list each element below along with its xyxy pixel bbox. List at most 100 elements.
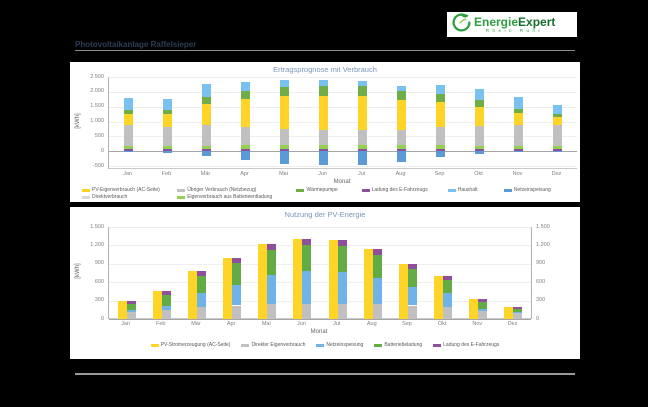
bar-segment — [163, 149, 172, 152]
usage-bar-segment — [443, 306, 453, 319]
bar-segment — [514, 108, 523, 114]
production-bar — [469, 298, 479, 319]
y-tick-label: 0 — [100, 315, 104, 322]
usage-bar-segment — [302, 303, 312, 319]
chart1-x-axis-ticks: Jan Feb Mär Apr Mai Jun Jul Aug Sep Okt Nov Dez — [108, 171, 576, 177]
page-title: Photovoltaikanlage Raffelsieper — [75, 40, 197, 49]
bar-segment — [202, 149, 211, 152]
bar-segment-negative — [397, 151, 406, 163]
leaf-swoosh-icon — [451, 12, 472, 38]
bar-segment — [358, 149, 367, 152]
production-bar — [398, 263, 408, 319]
y-tick-label: 0 — [536, 315, 540, 322]
bar-segment — [202, 124, 211, 146]
gridline — [109, 263, 531, 265]
gridline — [109, 106, 577, 108]
bar-segment — [553, 104, 562, 114]
bar-segment — [514, 149, 523, 152]
bar-segment — [358, 95, 367, 131]
legend-swatch — [316, 344, 325, 347]
bar-segment — [397, 145, 406, 150]
x-tick-label: Aug — [366, 321, 377, 327]
bar-segment — [436, 127, 445, 146]
brand-name: EnergieExpert — [474, 14, 556, 29]
usage-bar-segment — [302, 239, 312, 246]
usage-bar-segment — [232, 257, 242, 264]
chart2-x-axis-title: Monat — [310, 329, 328, 335]
legend-swatch — [433, 344, 442, 347]
legend-swatch — [503, 189, 512, 192]
bar-segment — [514, 97, 523, 109]
usage-bar-segment — [443, 279, 453, 294]
usage-bar-segment — [196, 306, 206, 319]
bar-segment-negative — [475, 151, 484, 154]
y-tick-label: 300 — [94, 297, 104, 304]
x-tick-label: Jan — [123, 171, 132, 177]
x-tick-label: Nov — [472, 321, 483, 327]
bar-segment — [436, 93, 445, 103]
y-tick-label: 1.500 — [90, 223, 104, 230]
legend-label: Direktverbrauch — [92, 193, 128, 200]
bar-segment-negative — [319, 151, 328, 166]
legend-item: Direktverbrauch — [82, 193, 172, 201]
legend-swatch — [82, 195, 90, 199]
bar-segment — [124, 145, 133, 150]
legend-label: Ladung des E-Fahrzeugs — [443, 342, 500, 348]
bar-segment-negative — [436, 151, 445, 158]
x-tick-label: Mär — [191, 321, 201, 327]
gridline — [109, 245, 531, 247]
usage-bar-segment — [337, 303, 347, 319]
bar-segment — [124, 97, 133, 110]
usage-bar-segment — [443, 293, 453, 307]
y-tick-label: 1.500 — [90, 103, 104, 110]
bar-segment — [241, 99, 250, 128]
x-tick-label: Feb — [161, 171, 172, 177]
usage-bar-segment — [407, 305, 417, 319]
bar-segment — [280, 79, 289, 88]
legend-item: Ladung des E-Fahrzeugs — [361, 187, 443, 194]
usage-bar-segment — [232, 263, 242, 285]
usage-bar-segment — [478, 308, 488, 312]
legend-item: Batteriebeladung — [374, 342, 422, 349]
y-tick-label: 300 — [536, 297, 546, 304]
usage-bar-segment — [232, 305, 242, 319]
x-tick-label: Mai — [279, 171, 288, 177]
legend-label: Eigenverbrauch aus Batterieentladung — [187, 193, 273, 200]
chart-panel-pv-nutzung: Nutzung der PV-Energie [kWh] 1.500 1.200 9… — [70, 207, 580, 359]
bar-segment-negative — [514, 151, 523, 153]
usage-bar-segment — [161, 291, 171, 296]
usage-bar-segment — [513, 312, 523, 319]
chart1-legend: PV-Eigenverbrauch (AC-Seite) Übriger Verb… — [82, 187, 570, 201]
bar-segment — [124, 109, 133, 114]
legend-item: Eigenverbrauch aus Batterieentladung — [177, 193, 291, 201]
bar-segment — [553, 117, 562, 125]
usage-bar-segment — [407, 268, 417, 288]
bar-segment — [241, 82, 250, 91]
bar-segment — [475, 106, 484, 127]
bar-segment — [553, 149, 562, 152]
usage-bar-segment — [196, 276, 206, 294]
usage-bar-segment — [337, 271, 347, 304]
x-tick-label: Jul — [333, 321, 341, 327]
chart2-x-axis-ticks: Jan Feb Mär Apr Mai Jun Jul Aug Sep Okt Nov Dez — [108, 321, 530, 327]
chart1-plot — [108, 77, 577, 169]
legend-item: Netzeinspeisung — [503, 187, 570, 194]
gridline — [109, 77, 577, 78]
x-tick-label: Dez — [507, 321, 518, 327]
legend-swatch — [361, 189, 370, 192]
y-tick-label: 2.000 — [90, 88, 104, 95]
bar-segment — [397, 91, 406, 101]
x-tick-label: Apr — [240, 171, 249, 177]
bar-segment-negative — [202, 151, 211, 156]
chart1-title: Ertragsprognose mit Verbrauch — [273, 65, 377, 74]
usage-bar-segment — [161, 309, 171, 319]
production-bar — [363, 249, 373, 319]
x-tick-label: Nov — [512, 171, 523, 177]
bar-segment — [280, 128, 289, 145]
bar-segment — [319, 144, 328, 150]
production-bar — [504, 306, 514, 319]
bar-segment-negative — [553, 151, 562, 152]
bar-segment — [163, 145, 172, 150]
x-tick-label: Sep — [402, 321, 412, 327]
bar-segment — [358, 130, 367, 145]
